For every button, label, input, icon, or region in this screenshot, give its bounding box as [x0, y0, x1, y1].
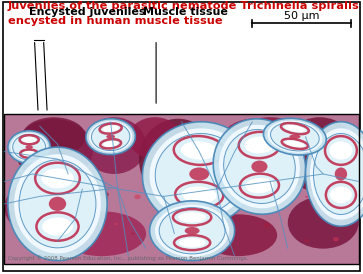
Ellipse shape [35, 150, 40, 154]
Ellipse shape [199, 214, 277, 256]
Ellipse shape [335, 167, 347, 181]
Ellipse shape [65, 201, 70, 205]
Ellipse shape [234, 117, 306, 156]
Ellipse shape [241, 189, 246, 193]
Ellipse shape [150, 201, 234, 261]
Ellipse shape [13, 134, 46, 160]
Ellipse shape [49, 197, 66, 211]
Ellipse shape [219, 125, 300, 208]
Ellipse shape [115, 223, 118, 225]
Text: Muscle tissue: Muscle tissue [143, 7, 228, 17]
Text: Juveniles of the parasitic nematode Trichinella spiralis: Juveniles of the parasitic nematode Tric… [8, 1, 360, 11]
Ellipse shape [142, 165, 148, 169]
Ellipse shape [8, 147, 107, 261]
Ellipse shape [14, 154, 101, 253]
Ellipse shape [256, 144, 262, 149]
Ellipse shape [180, 172, 186, 176]
Ellipse shape [294, 152, 299, 155]
Ellipse shape [139, 119, 217, 201]
Text: 50 μm: 50 μm [284, 11, 320, 21]
Ellipse shape [179, 238, 205, 247]
Ellipse shape [305, 196, 308, 198]
Ellipse shape [264, 118, 326, 155]
Ellipse shape [344, 149, 349, 152]
Ellipse shape [281, 117, 359, 192]
Ellipse shape [166, 156, 172, 159]
Ellipse shape [218, 127, 223, 130]
Ellipse shape [288, 196, 359, 249]
Ellipse shape [333, 237, 339, 241]
Ellipse shape [289, 135, 301, 139]
Ellipse shape [268, 121, 322, 153]
Text: Encysted juveniles: Encysted juveniles [29, 7, 146, 17]
Ellipse shape [80, 195, 88, 201]
Bar [4, 114, 359, 264]
Ellipse shape [224, 130, 295, 204]
Ellipse shape [285, 125, 305, 132]
Ellipse shape [189, 167, 209, 181]
Ellipse shape [329, 141, 352, 160]
Ellipse shape [41, 169, 74, 188]
Ellipse shape [91, 123, 130, 151]
Ellipse shape [100, 226, 105, 229]
Ellipse shape [263, 223, 270, 228]
Ellipse shape [245, 137, 274, 153]
Ellipse shape [147, 166, 152, 170]
Text: encysted in human muscle tissue: encysted in human muscle tissue [8, 16, 223, 26]
Ellipse shape [82, 117, 146, 174]
Ellipse shape [217, 119, 288, 181]
Ellipse shape [168, 192, 176, 198]
Ellipse shape [178, 212, 206, 222]
Ellipse shape [196, 133, 200, 136]
Ellipse shape [310, 128, 363, 220]
Ellipse shape [89, 121, 132, 152]
Ellipse shape [273, 135, 279, 139]
Ellipse shape [68, 204, 76, 209]
Ellipse shape [270, 122, 319, 151]
Ellipse shape [181, 141, 217, 160]
Ellipse shape [134, 195, 140, 199]
Ellipse shape [155, 205, 229, 257]
Ellipse shape [155, 133, 243, 215]
Ellipse shape [25, 145, 33, 149]
Ellipse shape [170, 142, 174, 145]
Ellipse shape [103, 196, 107, 199]
Ellipse shape [314, 133, 363, 215]
Ellipse shape [8, 131, 50, 164]
Ellipse shape [306, 122, 363, 226]
Ellipse shape [103, 141, 118, 147]
Ellipse shape [142, 122, 256, 226]
Ellipse shape [185, 227, 200, 235]
Ellipse shape [304, 239, 309, 242]
Ellipse shape [42, 218, 73, 236]
Ellipse shape [182, 187, 217, 203]
Ellipse shape [22, 137, 36, 142]
Text: Copyright © 2008 Pearson Education, Inc., publishing as Pearson Benjamin Cumming: Copyright © 2008 Pearson Education, Inc.… [8, 255, 248, 261]
Ellipse shape [22, 117, 86, 156]
Ellipse shape [99, 189, 106, 193]
Ellipse shape [11, 133, 48, 161]
Ellipse shape [103, 125, 119, 132]
Ellipse shape [159, 208, 225, 254]
Ellipse shape [15, 119, 93, 181]
Ellipse shape [252, 161, 268, 173]
Ellipse shape [186, 161, 193, 167]
Ellipse shape [129, 117, 182, 159]
Ellipse shape [245, 178, 274, 193]
Ellipse shape [285, 141, 305, 147]
Ellipse shape [150, 128, 249, 220]
Ellipse shape [330, 187, 352, 203]
Ellipse shape [213, 119, 306, 214]
Ellipse shape [131, 233, 135, 235]
Bar [4, 114, 359, 264]
Ellipse shape [102, 192, 109, 197]
Ellipse shape [86, 119, 135, 155]
Ellipse shape [57, 211, 146, 256]
Ellipse shape [4, 181, 68, 234]
Ellipse shape [19, 160, 96, 248]
Ellipse shape [106, 135, 115, 139]
Ellipse shape [295, 149, 301, 153]
Ellipse shape [23, 151, 36, 156]
